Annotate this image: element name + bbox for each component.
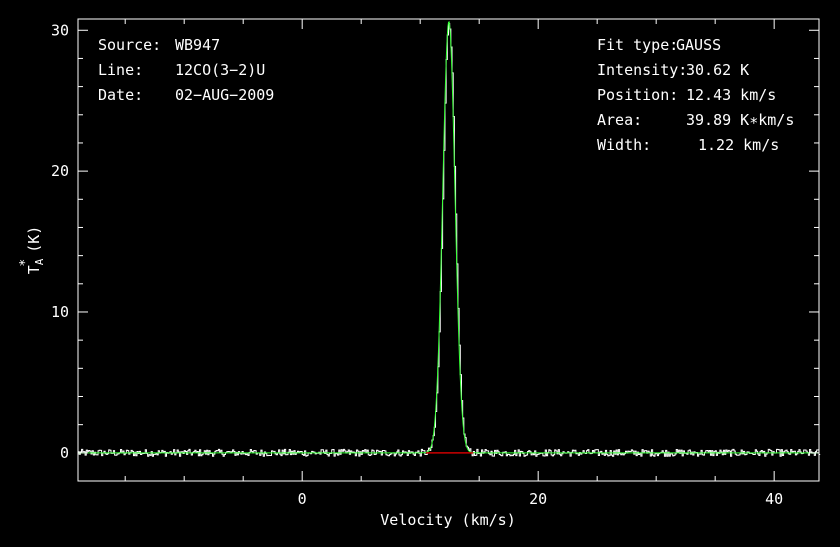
source-label: Source: [98,36,161,54]
y-axis-label-unit: (K) [25,226,43,253]
y-tick-label: 10 [51,303,69,321]
source-value: WB947 [175,36,220,54]
fit-type-value: GAUSS [676,36,721,54]
date-value: 02−AUG−2009 [175,86,274,104]
plot-marks [78,21,821,457]
position-label: Position: [597,86,678,104]
y-axis-label-sup: * [18,259,33,267]
y-tick-label: 30 [51,21,69,39]
intensity-label: Intensity: [597,61,687,79]
fit-type-label: Fit type: [597,36,678,54]
axis-ticks: 0 20 40 0 10 20 30 [51,19,819,508]
date-label: Date: [98,86,143,104]
intensity-value: 30.62 K [686,61,749,79]
width-label: Width: [597,136,651,154]
info-right: Fit type: GAUSS Intensity: 30.62 K Posit… [597,36,794,154]
y-axis-label-main: T [25,265,43,274]
y-tick-label: 20 [51,162,69,180]
gauss-fit-line [78,21,819,454]
x-axis-label: Velocity (km/s) [380,511,515,529]
area-value: 39.89 K∗km/s [686,111,794,129]
position-value: 12.43 km/s [686,86,776,104]
width-value: 1.22 km/s [698,136,779,154]
x-tick-label: 0 [298,490,307,508]
line-value: 12CO(3−2)U [175,61,265,79]
svg-text:TA*(K): TA* (K) [18,226,46,275]
y-axis-label-sub: A [33,258,46,265]
info-left: Source: WB947 Line: 12CO(3−2)U Date: 02−… [98,36,274,104]
line-label: Line: [98,61,143,79]
plot-frame [77,18,820,482]
y-tick-label: 0 [60,444,69,462]
x-tick-label: 20 [529,490,547,508]
x-tick-label: 40 [765,490,783,508]
y-axis-label: TA* (K) [18,226,46,275]
area-label: Area: [597,111,642,129]
